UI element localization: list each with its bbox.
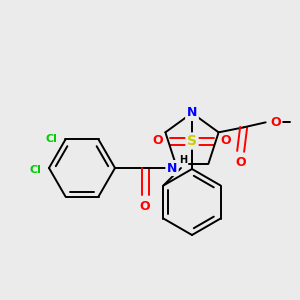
Text: O: O (153, 134, 163, 148)
Text: N: N (167, 161, 177, 175)
Text: N: N (187, 106, 197, 119)
Text: N: N (187, 106, 197, 119)
Text: H: H (179, 155, 187, 165)
Text: S: S (187, 134, 197, 148)
Text: Cl: Cl (29, 165, 41, 175)
Text: O: O (270, 116, 281, 129)
Text: Cl: Cl (46, 134, 57, 144)
Text: O: O (221, 134, 231, 148)
Text: O: O (235, 156, 246, 169)
Text: O: O (140, 200, 150, 212)
